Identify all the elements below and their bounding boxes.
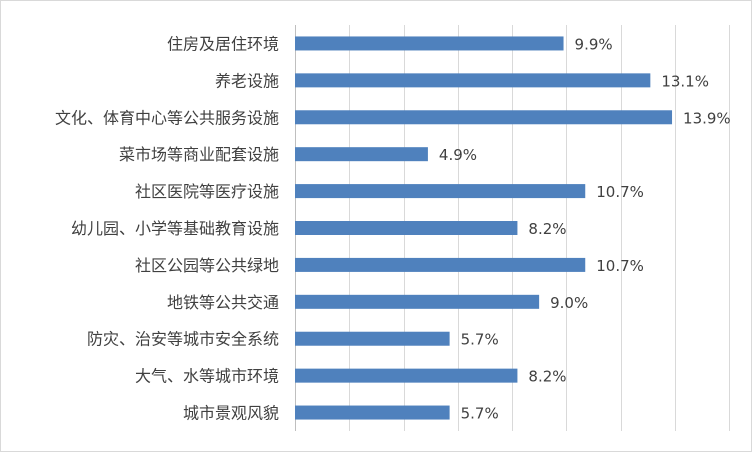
category-label: 城市景观风貌 [183,404,279,423]
bar [295,368,518,383]
bars [295,36,673,420]
data-labels: 9.9% 13.1% 13.9% 4.9% 10.7% 8.2% 10.7% 9.0% 5.7%… [439,35,731,422]
data-label: 5.7% [461,405,499,423]
data-label: 4.9% [439,146,477,164]
category-labels: 住房及居住环境养老设施文化、体育中心等公共服务设施菜市场等商业配套设施社区医院等… [55,34,279,422]
data-label: 8.2% [528,220,566,238]
data-label: 5.7% [461,331,499,349]
data-label: 13.9% [683,109,731,127]
category-label: 社区公园等公共绿地 [135,256,279,275]
bar [295,184,586,199]
category-label: 大气、水等城市环境 [135,367,279,386]
category-label: 防灾、治安等城市安全系统 [87,330,279,349]
bar [295,331,450,346]
data-label: 8.2% [528,368,566,386]
data-label: 9.9% [575,35,613,53]
category-label: 幼儿园、小学等基础教育设施 [71,219,279,238]
bar [295,147,428,162]
bar [295,73,651,88]
bar [295,257,586,272]
category-label: 养老设施 [215,71,279,90]
bar [295,294,540,309]
category-label: 菜市场等商业配套设施 [119,145,279,164]
category-label: 文化、体育中心等公共服务设施 [55,108,279,127]
bar [295,221,518,235]
bar [295,110,673,125]
category-label: 社区医院等医疗设施 [135,182,279,201]
category-label: 地铁等公共交通 [167,293,279,312]
bar [295,405,450,420]
data-label: 13.1% [661,72,709,90]
data-label: 10.7% [596,257,644,275]
bar [295,36,564,51]
category-label: 住房及居住环境 [167,34,279,53]
data-label: 10.7% [596,183,644,201]
data-label: 9.0% [550,294,588,312]
